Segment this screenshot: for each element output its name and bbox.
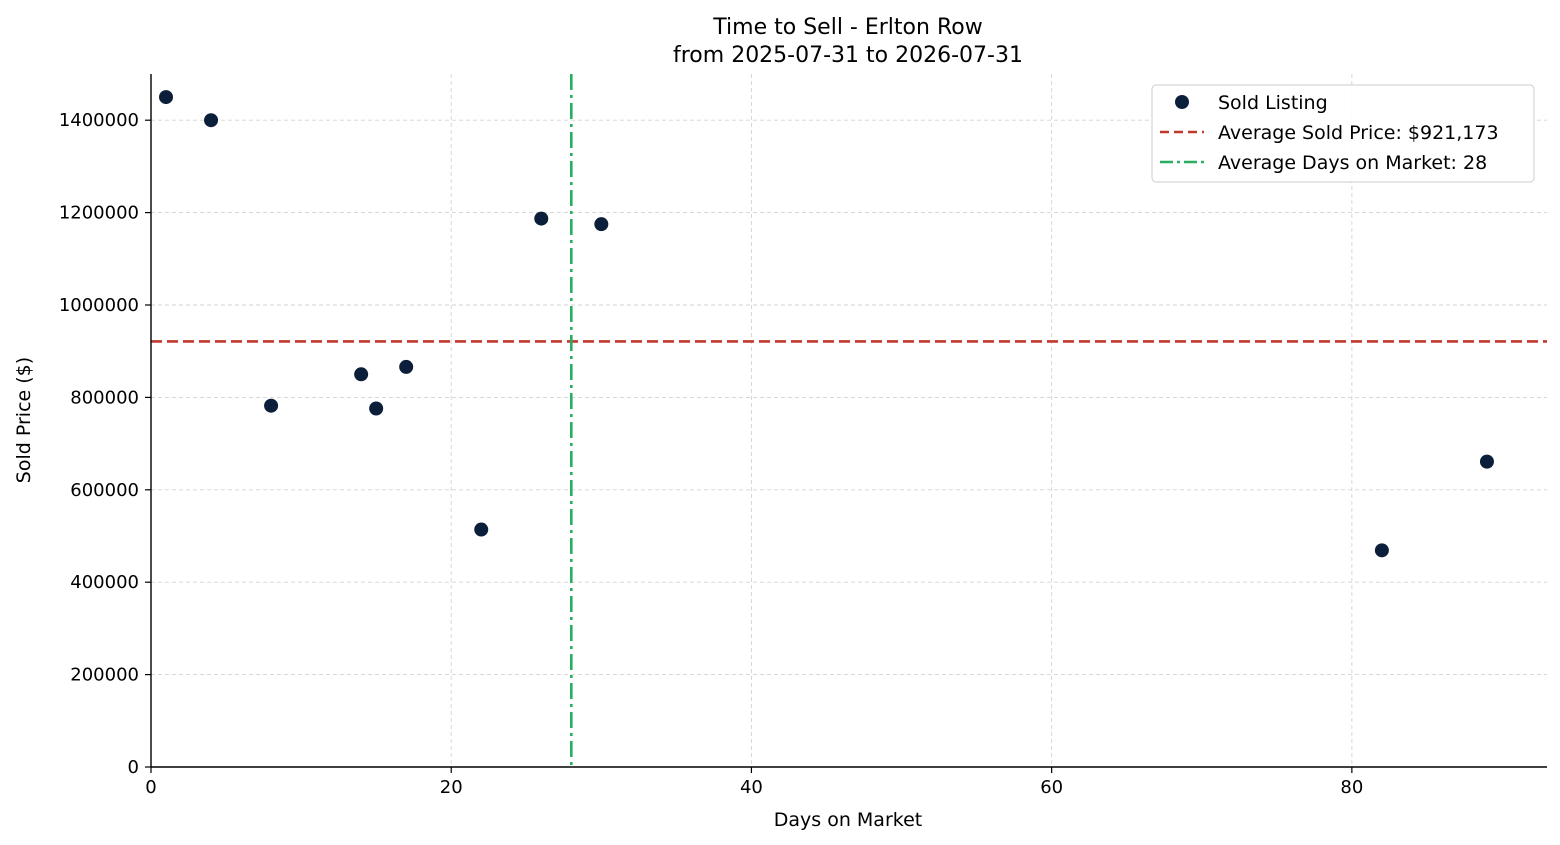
- y-tick-label: 1400000: [59, 110, 139, 131]
- x-tick-label: 0: [145, 777, 156, 798]
- reference-lines: [151, 74, 1547, 767]
- y-tick-label: 0: [128, 757, 139, 778]
- scatter-point: [594, 217, 609, 232]
- x-tick-label: 60: [1040, 777, 1063, 798]
- scatter-point: [354, 367, 369, 382]
- y-tick-label: 200000: [70, 665, 139, 686]
- scatter-point: [204, 113, 219, 128]
- y-tick-label: 400000: [70, 572, 139, 593]
- x-tick-label: 80: [1340, 777, 1363, 798]
- scatter-point: [399, 359, 414, 374]
- chart-subtitle: from 2025-07-31 to 2026-07-31: [673, 43, 1023, 68]
- scatter-point: [534, 211, 549, 226]
- x-tick-label: 40: [740, 777, 763, 798]
- legend-label-avg-price: Average Sold Price: $921,173: [1218, 122, 1499, 144]
- scatter-points: [159, 90, 1494, 558]
- y-axis-label: Sold Price ($): [13, 357, 35, 483]
- legend-label-sold: Sold Listing: [1218, 92, 1328, 114]
- scatter-point: [474, 522, 489, 537]
- legend-label-avg-days: Average Days on Market: 28: [1218, 152, 1487, 174]
- axes: 0 20 40 60 80 0 200000 400000 600000 800000 100000…: [59, 74, 1547, 798]
- y-tick-label: 600000: [70, 480, 139, 501]
- legend-box: [1151, 84, 1535, 183]
- y-tick-label: 800000: [70, 387, 139, 408]
- chart-title: Time to Sell - Erlton Row: [712, 15, 982, 40]
- scatter-point: [369, 401, 384, 416]
- scatter-point: [264, 398, 279, 413]
- scatter-point: [1479, 454, 1494, 469]
- y-tick-label: 1000000: [59, 295, 139, 316]
- legend: Sold Listing Average Sold Price: $921,173…: [1151, 84, 1535, 183]
- scatter-point: [159, 90, 174, 105]
- y-tick-label: 1200000: [59, 203, 139, 224]
- x-tick-label: 20: [440, 777, 463, 798]
- legend-marker-sold: [1175, 95, 1189, 109]
- scatter-point: [1374, 543, 1389, 558]
- x-axis-label: Days on Market: [774, 809, 922, 831]
